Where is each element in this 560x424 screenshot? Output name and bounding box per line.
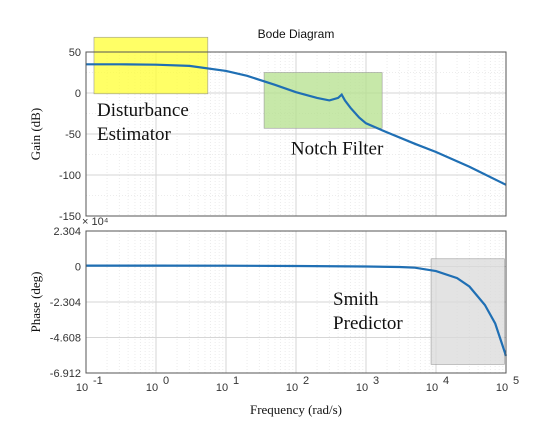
phase-y-axis-label: Phase (deg) <box>28 271 43 332</box>
chart-title: Bode Diagram <box>258 27 335 41</box>
annotation-label: Predictor <box>333 313 403 334</box>
x-tick-exponent: 5 <box>513 375 519 387</box>
x-tick-label: 10 <box>286 382 298 394</box>
y-tick-label: 0 <box>75 262 81 274</box>
y-tick-label: -100 <box>59 170 81 182</box>
phase-exponent-label: × 10⁴ <box>82 216 109 228</box>
x-tick-label: 10 <box>216 382 228 394</box>
x-tick-label: 10 <box>76 382 88 394</box>
gain-series-line <box>86 63 507 186</box>
x-tick-exponent: 3 <box>373 375 379 387</box>
x-tick-label: 10 <box>356 382 368 394</box>
x-tick-label: 10 <box>146 382 158 394</box>
phase-series-line <box>86 264 508 357</box>
x-tick-exponent: 2 <box>303 375 309 387</box>
annotation-label: Estimator <box>97 124 172 145</box>
gain-y-tick-labels: 50 0 -50 -100 -150 <box>59 47 81 223</box>
annotation-label: Disturbance <box>97 100 189 121</box>
x-tick-label: 10 <box>496 382 508 394</box>
y-tick-label: 0 <box>75 88 81 100</box>
y-tick-label: 50 <box>69 47 81 59</box>
y-tick-label: -50 <box>65 129 81 141</box>
y-tick-label: -2.304 <box>50 297 81 309</box>
y-tick-label: -6.912 <box>50 368 81 380</box>
annotation-label: Notch Filter <box>291 138 384 159</box>
phase-annotations <box>430 258 505 365</box>
y-tick-label: -150 <box>59 211 81 223</box>
gain-y-axis-label: Gain (dB) <box>28 108 43 160</box>
gain-axes-frame <box>85 51 507 217</box>
y-tick-label: -4.608 <box>50 333 81 345</box>
phase-axes-frame <box>85 230 507 374</box>
annotation-label: Smith <box>333 289 379 310</box>
x-tick-labels: 10 -1 10 0 10 1 10 2 10 3 10 4 10 5 <box>76 375 519 394</box>
annotation-box <box>430 258 505 365</box>
x-tick-exponent: 0 <box>163 375 169 387</box>
x-tick-exponent: 1 <box>233 375 239 387</box>
annotation-box <box>263 72 383 129</box>
y-tick-label: 2.304 <box>53 226 81 238</box>
x-tick-label: 10 <box>426 382 438 394</box>
phase-annotation-labels: Smith Predictor <box>333 289 403 334</box>
x-tick-exponent: -1 <box>93 375 103 387</box>
gain-annotation-labels: Disturbance Estimator Notch Filter <box>97 100 384 159</box>
x-axis-label: Frequency (rad/s) <box>250 402 342 417</box>
phase-y-tick-labels: 2.304 0 -2.304 -4.608 -6.912 <box>50 226 81 380</box>
gain-panel: 50 0 -50 -100 -150 Disturbance Estimator Notch… <box>28 36 507 223</box>
x-tick-exponent: 4 <box>443 375 449 387</box>
